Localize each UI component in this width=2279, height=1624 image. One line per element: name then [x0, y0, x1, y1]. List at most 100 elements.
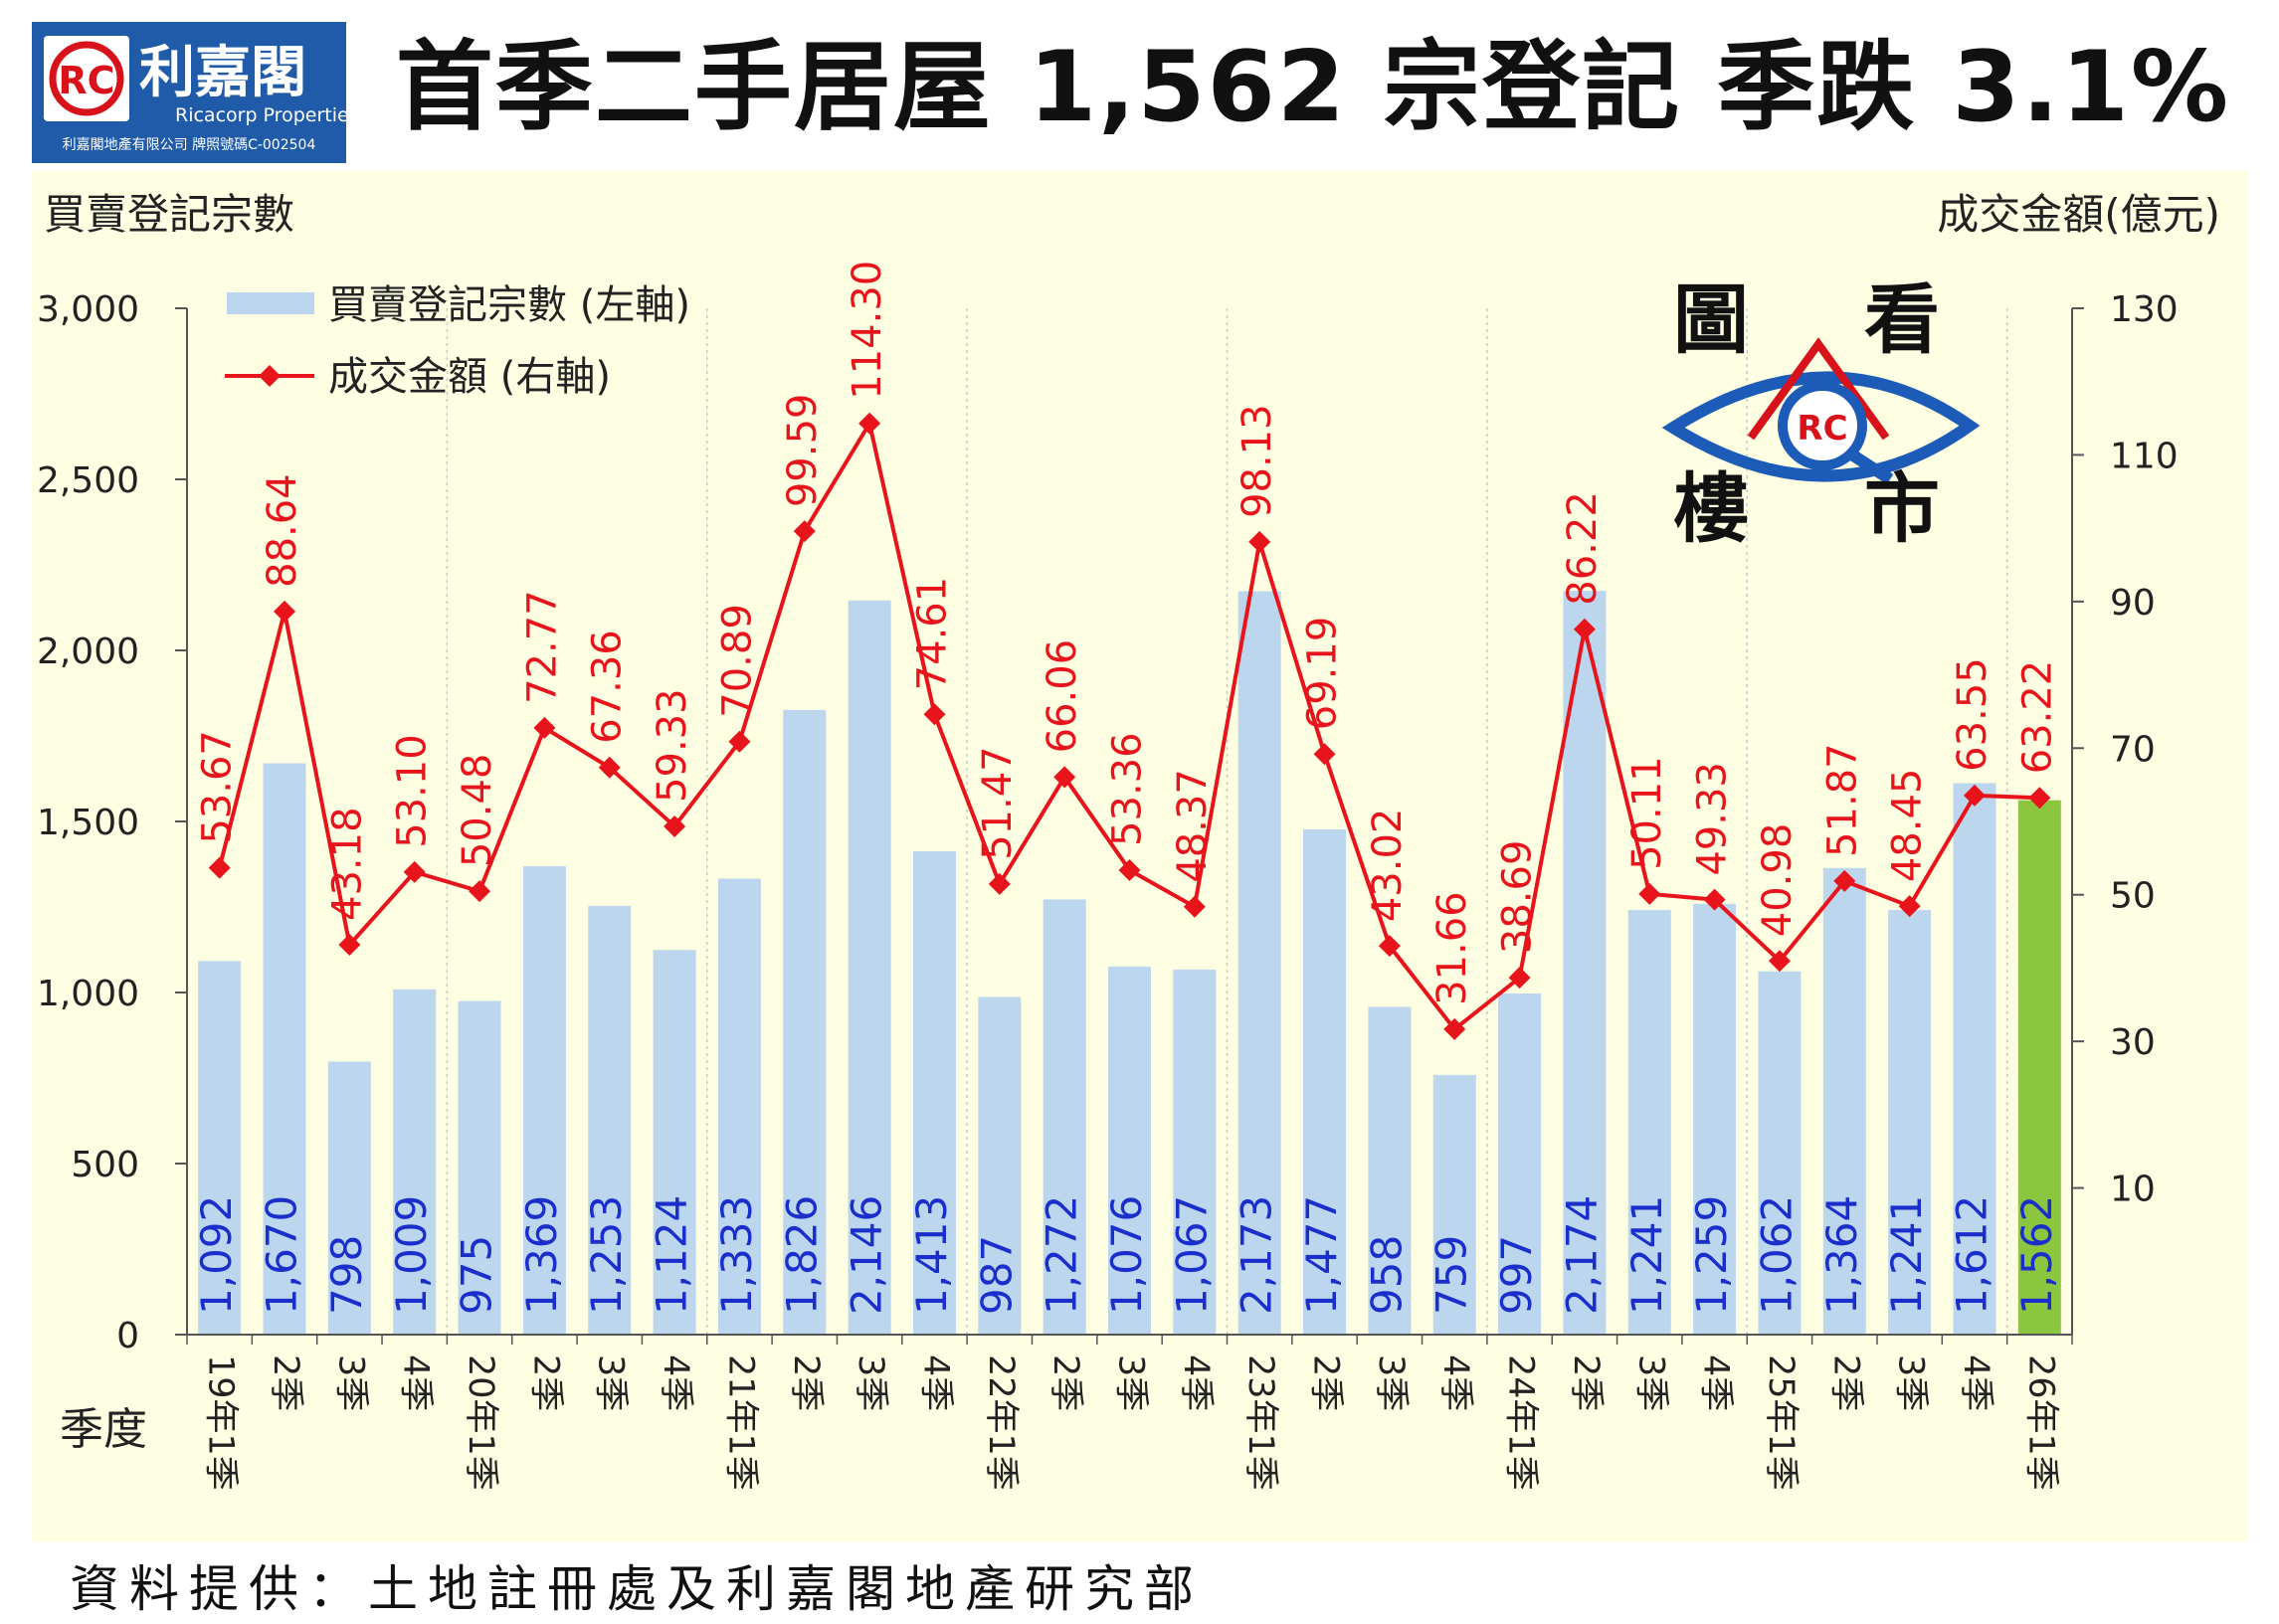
line-point-marker: [793, 520, 816, 543]
x-tick-label: 26年1季: [2020, 1354, 2060, 1491]
line-value-label: 48.45: [1885, 769, 1931, 883]
bar-value-label: 987: [972, 1235, 1021, 1315]
line-value-label: 66.06: [1040, 639, 1085, 754]
line-value-label: 86.22: [1560, 491, 1606, 606]
x-tick-label: 4季: [1176, 1354, 1216, 1411]
line-point-marker: [208, 856, 231, 879]
y2-tick-label: 70: [2110, 729, 2156, 770]
bar-value-label: 958: [1362, 1235, 1411, 1315]
bar-value-label: 798: [322, 1235, 371, 1315]
bar: [1498, 993, 1542, 1335]
line-value-label: 50.48: [455, 754, 500, 868]
rc-emblem-icon: RC: [1797, 409, 1847, 449]
logo-license: 利嘉閣地產有限公司 牌照號碼C-002504: [63, 136, 316, 153]
badge-char-lou: 樓: [1673, 464, 1749, 553]
logo-emblem-letters: RC: [58, 59, 114, 102]
line-point-marker: [1118, 858, 1141, 881]
x-tick-label: 22年1季: [981, 1354, 1021, 1491]
y2-tick-label: 30: [2110, 1022, 2156, 1063]
line-point-marker: [1378, 935, 1401, 958]
y2-tick-label: 10: [2110, 1170, 2156, 1210]
bar: [1822, 867, 1866, 1335]
bar: [1043, 899, 1086, 1335]
bar: [1953, 783, 1996, 1335]
line-value-label: 67.36: [585, 630, 631, 744]
x-tick-label: 3季: [591, 1354, 631, 1411]
bar-value-label: 1,241: [1622, 1195, 1671, 1315]
line-value-label: 59.33: [650, 688, 695, 803]
x-tick-label: 2季: [786, 1354, 826, 1411]
bar-value-label: 975: [453, 1235, 501, 1315]
line-point-marker: [1963, 784, 1986, 807]
bar: [588, 905, 632, 1335]
line-value-label: 51.87: [1819, 743, 1865, 857]
badge-char-kan: 看: [1864, 275, 1940, 364]
bar: [783, 709, 827, 1335]
x-tick-label: 2季: [525, 1354, 565, 1411]
x-tick-label: 19年1季: [201, 1354, 241, 1491]
line-series: [208, 412, 2051, 1040]
line-value-label: 114.30: [845, 261, 890, 400]
line-point-marker: [274, 600, 296, 623]
line-value-label: 40.98: [1755, 823, 1801, 938]
y2-tick-label: 50: [2110, 876, 2156, 917]
bar-value-label: 1,413: [907, 1195, 956, 1315]
line-point-marker: [1443, 1017, 1466, 1040]
bar: [522, 866, 566, 1335]
bar: [912, 850, 956, 1335]
x-axis-title: 季度: [60, 1404, 147, 1455]
line-value-label: 69.19: [1300, 617, 1346, 731]
bar-value-label: 1,253: [582, 1195, 631, 1315]
page-title: 首季二手居屋 1,562 宗登記 季跌 3.1%: [395, 31, 2231, 144]
x-tick-label: 4季: [915, 1354, 955, 1411]
line-value-label: 72.77: [519, 590, 565, 704]
bar: [1888, 910, 1932, 1335]
line-value-label: 43.02: [1365, 809, 1411, 923]
x-tick-label: 3季: [1371, 1354, 1411, 1411]
y-tick-label: 0: [116, 1316, 139, 1356]
bar-value-label: 1,826: [777, 1195, 826, 1315]
line-value-label: 49.33: [1690, 762, 1736, 876]
line-value-label: 53.67: [195, 730, 241, 844]
line-value-label: 51.47: [975, 746, 1021, 860]
badge-char-shi: 市: [1864, 464, 1940, 553]
bar-value-label: 1,369: [517, 1195, 566, 1315]
bar: [2017, 800, 2061, 1335]
x-tick-label: 4季: [656, 1354, 695, 1411]
x-tick-label: 4季: [1696, 1354, 1736, 1411]
x-tick-label: 2季: [1825, 1354, 1865, 1411]
legend-bar-swatch: [227, 292, 314, 314]
bar-value-label: 1,670: [258, 1195, 306, 1315]
y-tick-label: 1,500: [37, 803, 139, 843]
line-value-label: 31.66: [1429, 891, 1475, 1005]
x-tick-label: 3季: [1111, 1354, 1151, 1411]
data-labels: 1,092 1,670 798 1,009 975 1,369 1,253 1,124 1,33…: [192, 261, 2061, 1315]
bar-value-label: 1,009: [387, 1195, 436, 1315]
y-tick-label: 1,000: [37, 974, 139, 1014]
chart-legend: 買賣登記宗數 (左軸) 成交金額 (右軸): [225, 282, 690, 400]
bar: [1303, 828, 1347, 1335]
line-point-marker: [1573, 618, 1596, 640]
line-value-label: 88.64: [260, 473, 305, 588]
bar-series: [198, 591, 2061, 1335]
line-point-marker: [1833, 869, 1856, 892]
x-tick-label: 20年1季: [461, 1354, 500, 1491]
line-value-label: 74.61: [909, 577, 955, 691]
magnifier-icon: [1778, 381, 1867, 470]
x-tick-label: 4季: [1956, 1354, 1995, 1411]
bar: [327, 1061, 371, 1335]
line-point-marker: [1313, 743, 1336, 766]
y-tick-label: 3,000: [37, 289, 139, 330]
eye-outline-icon: [1661, 371, 1981, 482]
source-note: 資料提供：土地註冊處及利嘉閣地產研究部: [70, 1560, 1204, 1618]
x-tick-label: 3季: [330, 1354, 370, 1411]
bar: [717, 878, 761, 1335]
line-point-marker: [988, 872, 1011, 895]
bar-value-label: 1,272: [1038, 1195, 1086, 1315]
x-tick-label: 2季: [1566, 1354, 1606, 1411]
badge-char-tu: 圖: [1673, 275, 1749, 364]
magnifier-handle-icon: [1846, 448, 1894, 485]
logo-emblem-ring: [49, 41, 124, 116]
bar-value-label: 2,174: [1557, 1195, 1606, 1315]
x-tick-label: 3季: [851, 1354, 890, 1411]
